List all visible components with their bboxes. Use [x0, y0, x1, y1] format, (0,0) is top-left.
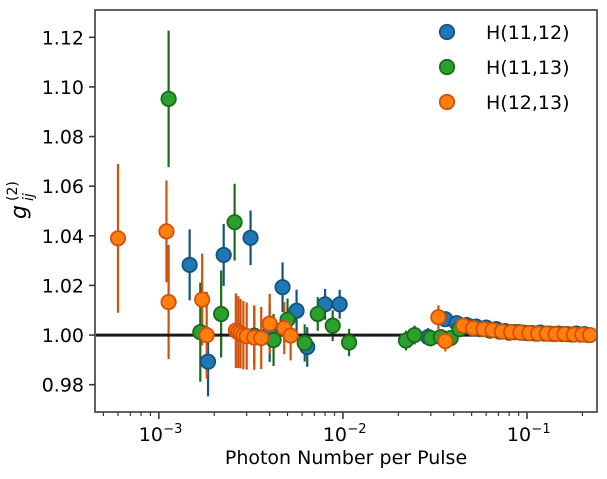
data-point[interactable]: [309, 305, 326, 323]
data-point[interactable]: [181, 256, 198, 273]
legend-label-H(12,13): H(12,13): [486, 92, 570, 114]
data-point[interactable]: [213, 305, 230, 323]
x-tick-label: 10 −1: [507, 422, 551, 446]
svg-text:10: 10: [323, 424, 347, 446]
data-point[interactable]: [198, 326, 215, 344]
x-axis-label: Photon Number per Pulse: [225, 447, 467, 469]
legend-marker-H(11,12)[interactable]: [438, 23, 456, 41]
svg-text:10: 10: [507, 424, 531, 446]
y-tick-label: 1.08: [42, 127, 84, 149]
y-tick-label: 0.98: [42, 375, 84, 397]
y-axis-label-base: g: [7, 205, 32, 219]
y-axis-label: g ij(2): [5, 181, 37, 219]
data-point[interactable]: [199, 353, 217, 370]
y-tick-label: 1.06: [42, 176, 84, 198]
svg-text:10: 10: [139, 424, 163, 446]
svg-text:−3: −3: [163, 422, 182, 437]
data-point[interactable]: [282, 327, 299, 344]
data-point[interactable]: [324, 317, 341, 334]
data-point[interactable]: [158, 223, 175, 240]
y-tick-label: 1.12: [42, 27, 84, 49]
legend-label-H(11,12): H(11,12): [486, 22, 570, 44]
legend-marker-H(12,13)[interactable]: [438, 93, 456, 111]
data-point[interactable]: [261, 315, 278, 332]
data-point[interactable]: [331, 296, 348, 313]
svg-text:−1: −1: [531, 422, 550, 437]
legend-label-H(11,13): H(11,13): [486, 57, 570, 79]
y-axis-label-sub: ij: [21, 193, 37, 201]
svg-text:−2: −2: [347, 422, 366, 437]
data-point[interactable]: [274, 279, 291, 296]
data-point[interactable]: [430, 309, 447, 326]
y-tick-label: 1.02: [42, 275, 84, 297]
y-axis-label-sup: (2): [5, 181, 21, 201]
y-tick-label: 1.04: [42, 226, 84, 248]
x-tick-label: 10 −2: [323, 422, 367, 446]
data-layer: [96, 30, 597, 397]
y-tick-label: 1.10: [42, 77, 84, 99]
data-point[interactable]: [160, 293, 177, 311]
legend-marker-H(11,13)[interactable]: [438, 58, 456, 76]
y-tick-label: 1.00: [42, 325, 84, 347]
data-point[interactable]: [406, 326, 423, 344]
data-point[interactable]: [109, 230, 127, 247]
data-point[interactable]: [160, 90, 177, 107]
data-point[interactable]: [194, 291, 211, 308]
data-point[interactable]: [253, 329, 270, 347]
data-point[interactable]: [215, 246, 232, 264]
data-point[interactable]: [296, 334, 313, 352]
data-point[interactable]: [437, 332, 454, 350]
data-point[interactable]: [226, 214, 243, 231]
x-tick-label: 10 −3: [139, 422, 183, 446]
markers-H(12,13): [109, 223, 597, 350]
data-point[interactable]: [242, 229, 259, 246]
data-point[interactable]: [581, 326, 597, 344]
data-point[interactable]: [340, 334, 358, 351]
